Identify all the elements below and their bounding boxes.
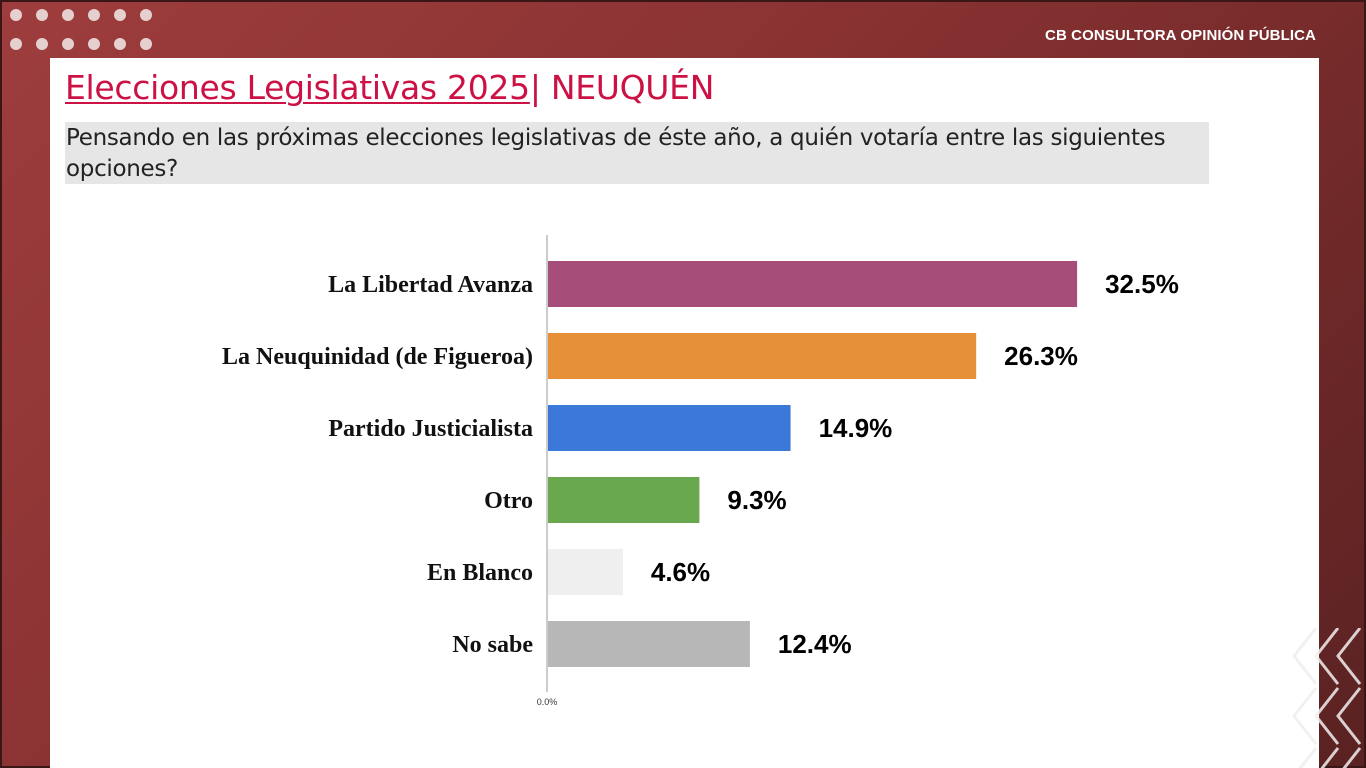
slide-panel: Elecciones Legislativas 2025| NEUQUÉN Pe… <box>50 58 1319 768</box>
category-label: La Libertad Avanza <box>328 272 533 298</box>
title-main: Elecciones Legislativas 2025 <box>65 68 530 107</box>
value-label: 26.3% <box>1004 341 1078 371</box>
bar-chart: La Libertad Avanza 32.5% La Neuquinidad (d… <box>222 235 1179 707</box>
bar-5 <box>548 549 623 595</box>
bar-3 <box>548 405 791 451</box>
title-suffix: | NEUQUÉN <box>529 68 715 107</box>
x-tick-label: 0.0% <box>537 697 558 707</box>
value-label: 4.6% <box>651 557 710 587</box>
brand-name: CB CONSULTORA OPINIÓN PÚBLICA <box>1045 27 1316 44</box>
survey-question: Pensando en las próximas elecciones legi… <box>65 122 1209 184</box>
bar-2 <box>548 333 977 379</box>
category-label: En Blanco <box>427 560 533 586</box>
bar-6 <box>548 621 750 667</box>
value-label: 32.5% <box>1105 269 1179 299</box>
category-label: Partido Justicialista <box>328 416 533 442</box>
value-label: 14.9% <box>819 413 893 443</box>
category-label: La Neuquinidad (de Figueroa) <box>222 344 533 370</box>
bar-4 <box>548 477 700 523</box>
bar-1 <box>548 261 1078 307</box>
decorative-chevrons <box>1292 628 1362 768</box>
value-label: 9.3% <box>727 485 786 515</box>
category-label: Otro <box>484 488 533 514</box>
decorative-dots <box>10 9 160 53</box>
value-label: 12.4% <box>778 629 852 659</box>
slide-title: Elecciones Legislativas 2025| NEUQUÉN <box>65 68 714 108</box>
category-label: No sabe <box>452 632 533 658</box>
